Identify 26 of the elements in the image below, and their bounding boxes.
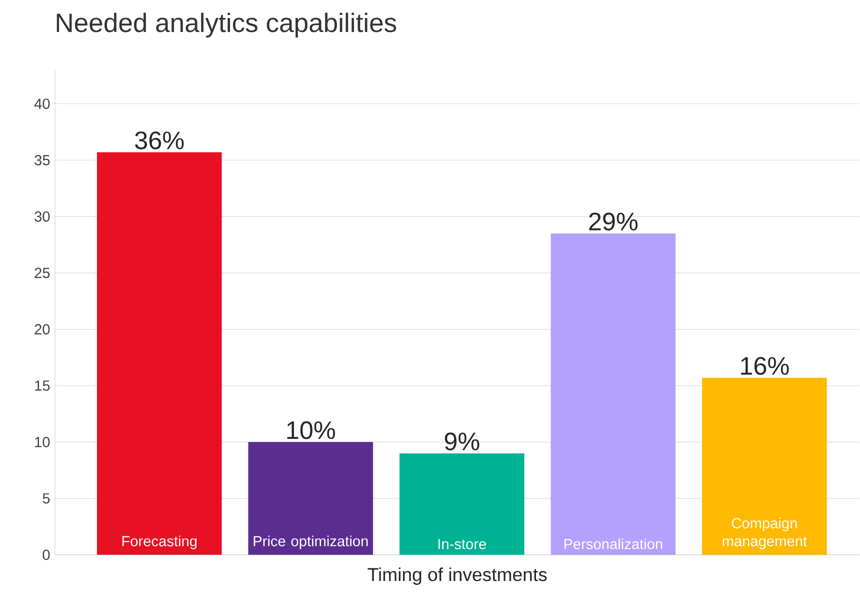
bar <box>96 152 222 555</box>
y-tick-label: 40 <box>34 98 50 110</box>
y-tick-label: 20 <box>34 324 50 335</box>
x-tick-label: Personalization <box>564 538 662 550</box>
y-tick-label: 10 <box>35 436 50 448</box>
data-label: 36% <box>135 132 184 150</box>
data-label: 9% <box>444 432 480 450</box>
x-tick-label: Compaign management <box>722 518 807 550</box>
bar <box>400 453 524 555</box>
y-tick-label: 30 <box>34 211 50 222</box>
bar <box>550 234 676 555</box>
x-tick-label: In-store <box>438 539 486 550</box>
x-tick-label: Price optimization <box>254 536 368 550</box>
data-label: 10% <box>287 421 335 440</box>
y-tick-label: 0 <box>42 550 50 560</box>
bar <box>248 442 374 555</box>
y-tick-label: 35 <box>34 155 50 166</box>
y-tick-label: 5 <box>42 493 50 504</box>
chart-title: Needed analytics capabilities <box>56 12 396 38</box>
y-tick-label: 25 <box>34 268 50 278</box>
bar <box>702 378 827 555</box>
y-tick-label: 15 <box>35 380 50 391</box>
x-tick-label: Forecasting <box>122 536 197 550</box>
data-label: 16% <box>741 357 789 375</box>
x-axis-title: Timing of investments <box>368 568 547 585</box>
data-label: 29% <box>589 212 638 231</box>
